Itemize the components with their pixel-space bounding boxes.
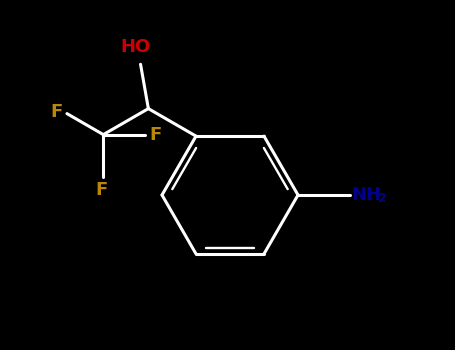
Text: HO: HO bbox=[121, 38, 151, 56]
Text: F: F bbox=[51, 103, 63, 121]
Text: F: F bbox=[149, 126, 162, 144]
Text: F: F bbox=[95, 181, 107, 198]
Text: NH: NH bbox=[351, 186, 381, 204]
Text: 2: 2 bbox=[378, 193, 387, 205]
